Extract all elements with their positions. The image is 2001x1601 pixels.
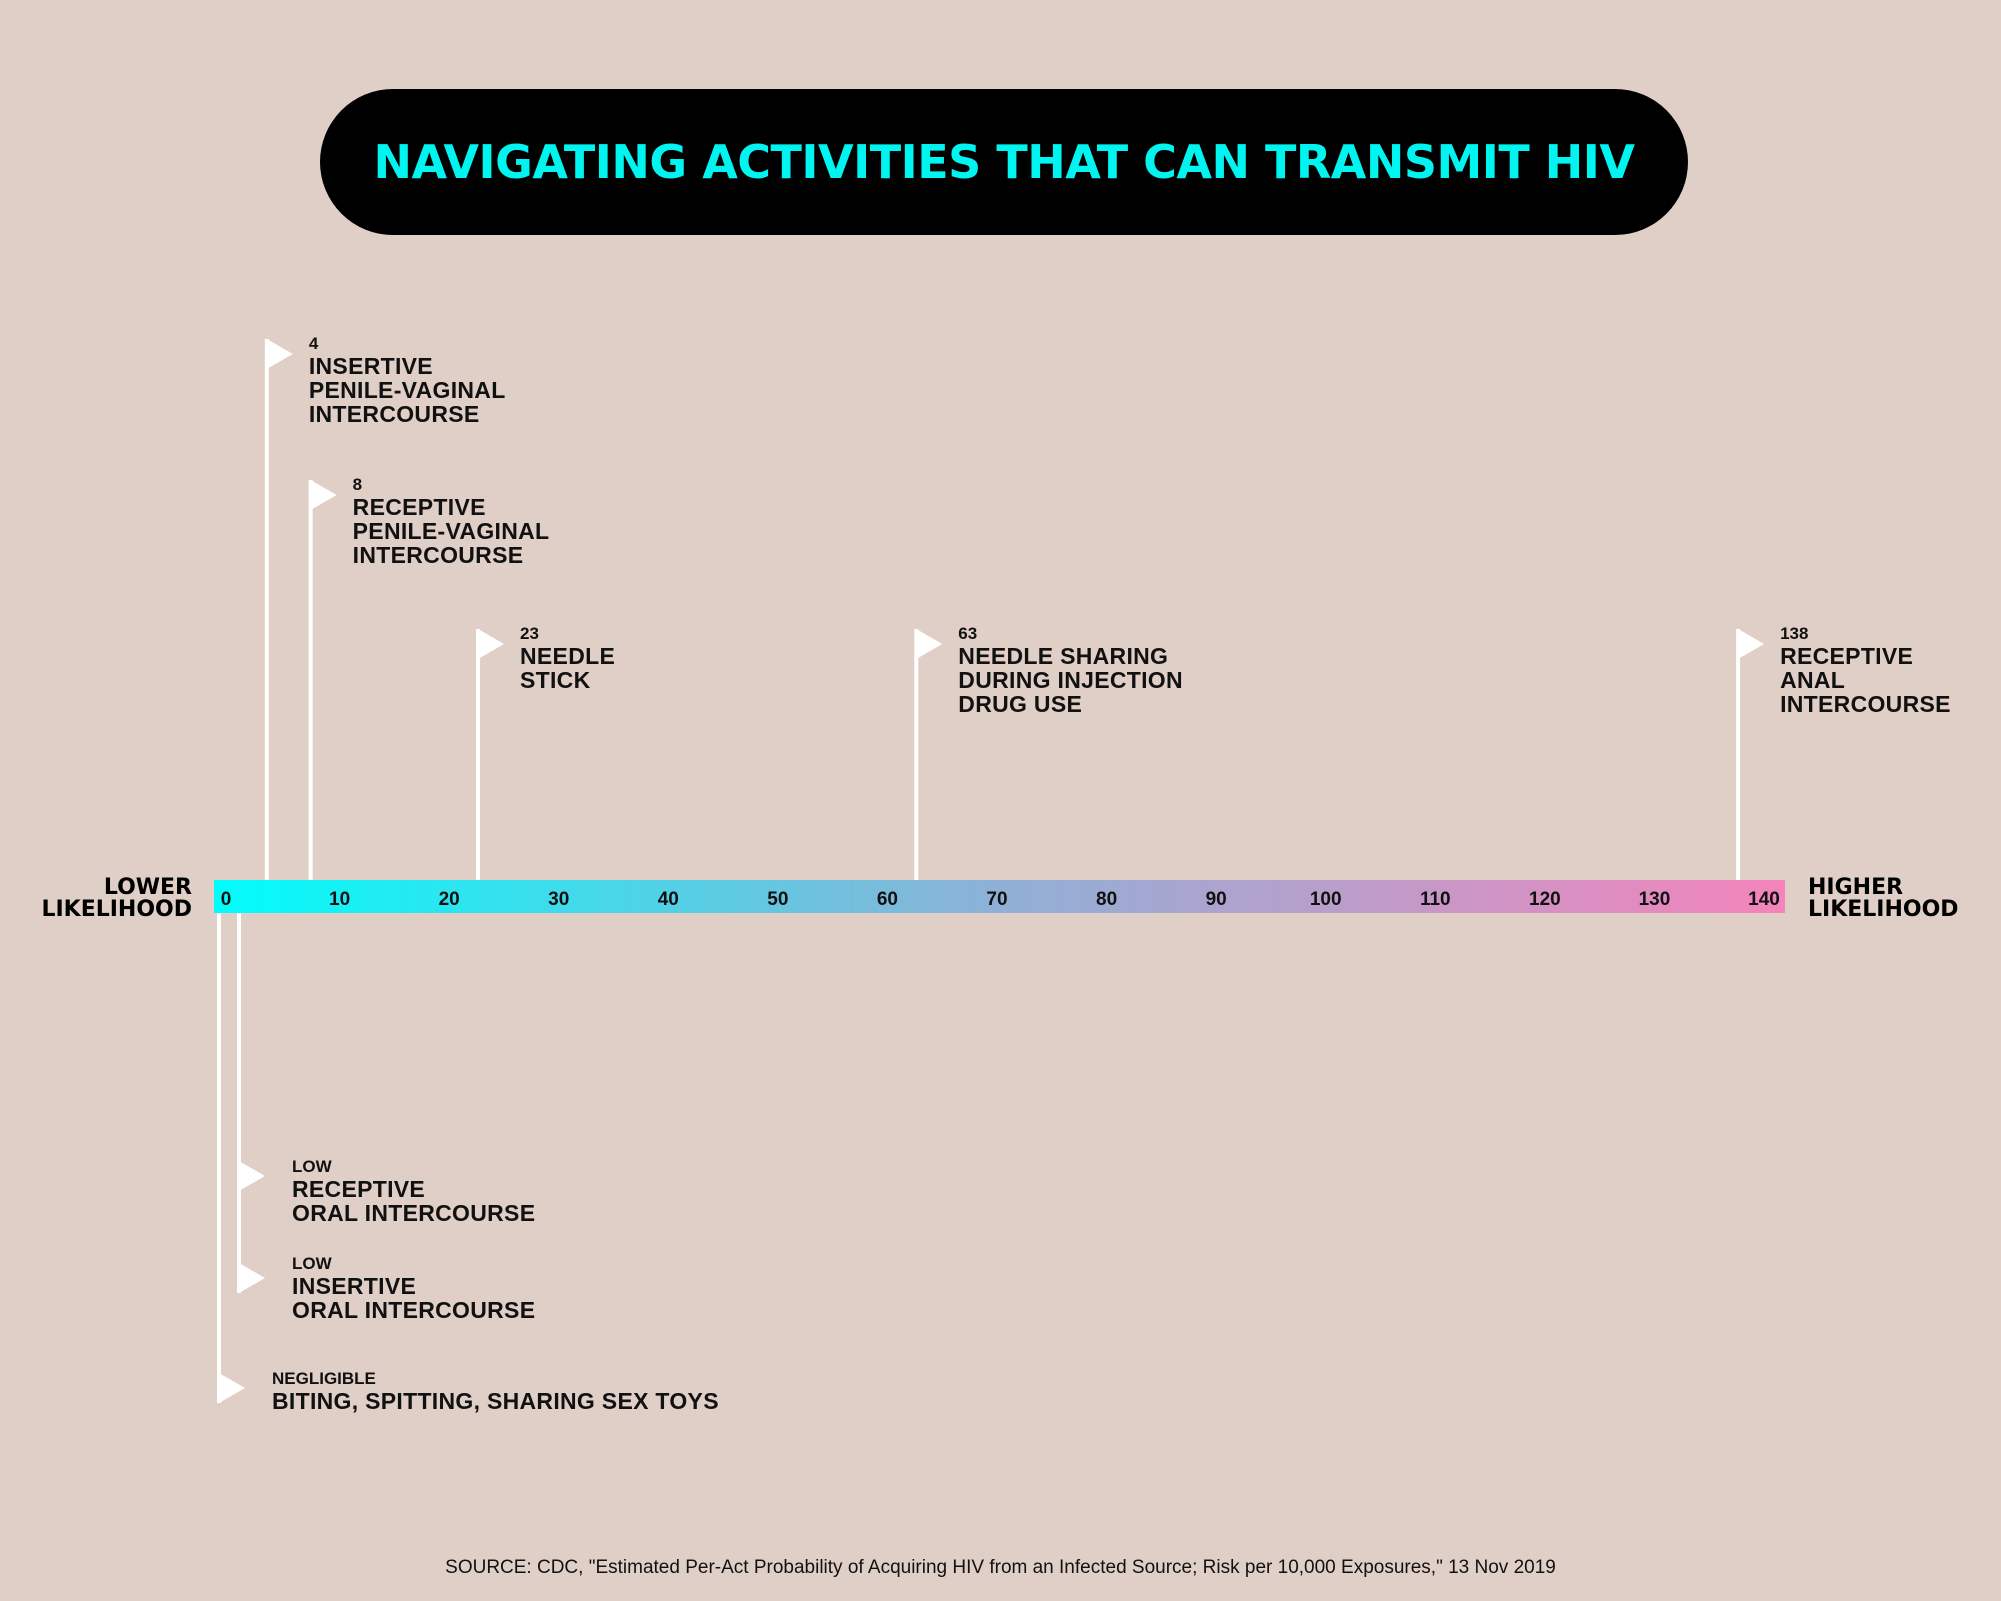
above-activity-value: 8	[352, 475, 363, 494]
below-flag-1	[239, 1263, 265, 1293]
below-flag-0	[239, 1161, 265, 1191]
above-activity-label-4: 138 RECEPTIVE ANAL INTERCOURSE	[1780, 624, 1951, 716]
below-activity-name: BITING, SPITTING, SHARING SEX TOYS	[272, 1388, 719, 1414]
scale-bar	[214, 880, 1785, 913]
below-activity-name: RECEPTIVE ORAL INTERCOURSE	[292, 1176, 536, 1226]
above-activity-name: RECEPTIVE PENILE-VAGINAL INTERCOURSE	[352, 494, 550, 568]
tick-label-20: 20	[439, 889, 460, 910]
above-activity-value: 23	[520, 624, 539, 643]
above-activity-label-1: 8 RECEPTIVE PENILE-VAGINAL INTERCOURSE	[353, 475, 550, 567]
below-flag-2	[219, 1373, 245, 1403]
chart-title: NAVIGATING ACTIVITIES THAT CAN TRANSMIT …	[373, 135, 1635, 189]
above-flag-2	[478, 629, 505, 659]
below-activity-value: LOW	[292, 1157, 332, 1176]
tick-label-10: 10	[329, 889, 350, 910]
tick-label-140: 140	[1748, 889, 1780, 910]
above-flag-1	[310, 480, 337, 510]
tick-label-80: 80	[1096, 889, 1117, 910]
title-banner: NAVIGATING ACTIVITIES THAT CAN TRANSMIT …	[320, 89, 1688, 235]
tick-label-70: 70	[986, 889, 1007, 910]
higher-likelihood-label: HIGHER LIKELIHOOD	[1808, 875, 1959, 922]
tick-label-90: 90	[1206, 889, 1227, 910]
tick-label-60: 60	[877, 889, 898, 910]
tick-label-130: 130	[1639, 889, 1671, 910]
tick-label-30: 30	[548, 889, 569, 910]
tick-label-110: 110	[1420, 889, 1451, 910]
below-activity-label-0: LOW RECEPTIVE ORAL INTERCOURSE	[292, 1157, 535, 1225]
above-activity-value: 63	[958, 624, 978, 643]
above-activity-name: RECEPTIVE ANAL INTERCOURSE	[1780, 643, 1951, 717]
tick-label-120: 120	[1529, 889, 1561, 910]
above-activity-label-0: 4 INSERTIVE PENILE-VAGINAL INTERCOURSE	[309, 334, 506, 426]
lower-likelihood-label: LOWER LIKELIHOOD	[41, 875, 192, 922]
below-activity-name: INSERTIVE ORAL INTERCOURSE	[292, 1273, 536, 1323]
below-activity-value: NEGLIGIBLE	[272, 1369, 376, 1388]
above-activity-name: INSERTIVE PENILE-VAGINAL INTERCOURSE	[308, 353, 506, 427]
tick-label-0: 0	[221, 889, 232, 910]
below-activity-label-1: LOW INSERTIVE ORAL INTERCOURSE	[292, 1254, 535, 1322]
tick-label-40: 40	[658, 889, 679, 910]
below-activity-label-2: NEGLIGIBLE BITING, SPITTING, SHARING SEX …	[272, 1369, 719, 1413]
above-activity-value: 138	[1780, 624, 1809, 643]
above-activity-name: NEEDLE STICK	[520, 643, 616, 693]
above-activity-value: 4	[308, 334, 319, 353]
above-flag-4	[1738, 629, 1765, 659]
source-note: SOURCE: CDC, "Estimated Per-Act Probabil…	[445, 1557, 1556, 1578]
above-activity-label-2: 23 NEEDLE STICK	[520, 624, 615, 692]
above-flag-3	[916, 629, 943, 659]
above-flag-0	[266, 339, 293, 369]
above-activity-label-3: 63 NEEDLE SHARING DURING INJECTION DRUG U…	[958, 624, 1183, 716]
above-activity-name: NEEDLE SHARING DURING INJECTION DRUG USE	[958, 643, 1183, 717]
below-activity-value: LOW	[292, 1254, 332, 1273]
tick-label-50: 50	[767, 889, 788, 910]
tick-label-100: 100	[1310, 889, 1342, 910]
